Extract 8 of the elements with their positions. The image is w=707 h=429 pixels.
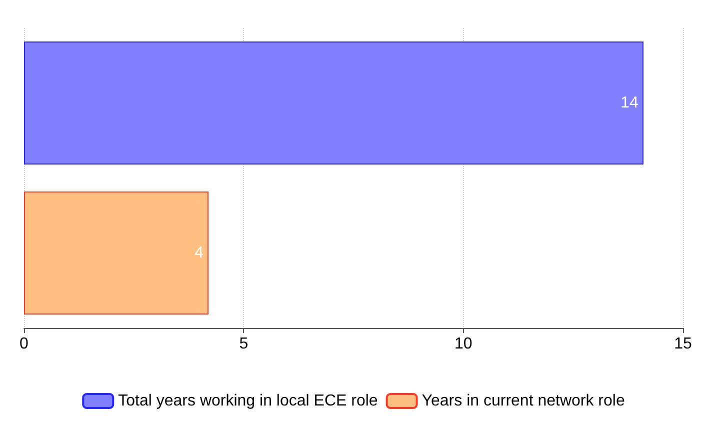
- data-label: 14: [620, 94, 639, 112]
- x-tick-label: 15: [674, 336, 692, 352]
- x-tick-label: 5: [239, 336, 248, 352]
- x-tick-label: 0: [20, 336, 29, 352]
- x-tick-label: 10: [454, 336, 472, 352]
- legend-label: Total years working in local ECE role: [118, 392, 378, 410]
- legend-label: Years in current network role: [422, 392, 625, 410]
- data-label: 4: [194, 244, 204, 262]
